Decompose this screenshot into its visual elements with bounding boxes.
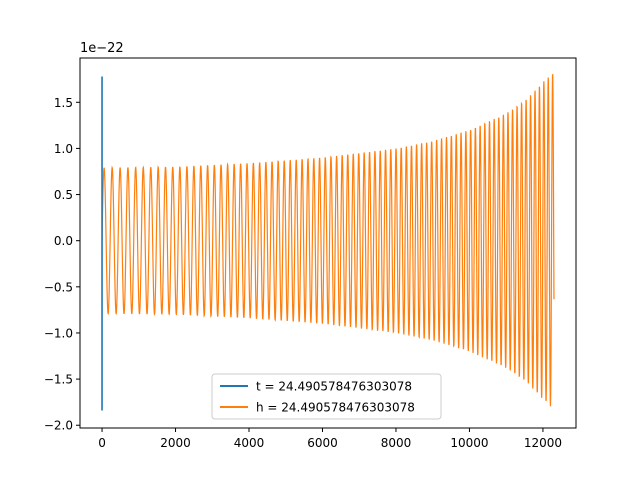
- y-tick-label: −1.0: [44, 326, 73, 340]
- legend: t = 24.490578476303078 h = 24.49057847630…: [211, 373, 442, 420]
- legend-box: [211, 373, 442, 420]
- axes-frame: [79, 57, 577, 429]
- x-tick-label: 12000: [524, 436, 562, 450]
- legend-label: h = 24.490578476303078: [256, 401, 415, 415]
- series-h-line: [101, 73, 555, 407]
- y-tick-label: 0.0: [54, 234, 73, 248]
- x-tick-label: 4000: [234, 436, 265, 450]
- y-tick-label: 1.0: [54, 142, 73, 156]
- y-axis: −2.0 −1.5 −1.0 −0.5 0.0 0.5 1.0 1.5: [44, 96, 80, 433]
- y-tick-label: −0.5: [44, 280, 73, 294]
- x-tick-label: 6000: [307, 436, 338, 450]
- x-tick-label: 0: [98, 436, 106, 450]
- y-tick-label: −2.0: [44, 419, 73, 433]
- x-axis: 0 2000 4000 6000 8000 10000 12000: [98, 428, 562, 450]
- x-tick-label: 2000: [160, 436, 191, 450]
- y-tick-label: −1.5: [44, 373, 73, 387]
- legend-label: t = 24.490578476303078: [256, 380, 412, 394]
- x-tick-label: 8000: [381, 436, 412, 450]
- y-offset-label: 1e−22: [80, 41, 124, 56]
- y-tick-label: 1.5: [54, 96, 73, 110]
- y-tick-label: 0.5: [54, 188, 73, 202]
- x-tick-label: 10000: [450, 436, 488, 450]
- plot-area: [101, 73, 555, 411]
